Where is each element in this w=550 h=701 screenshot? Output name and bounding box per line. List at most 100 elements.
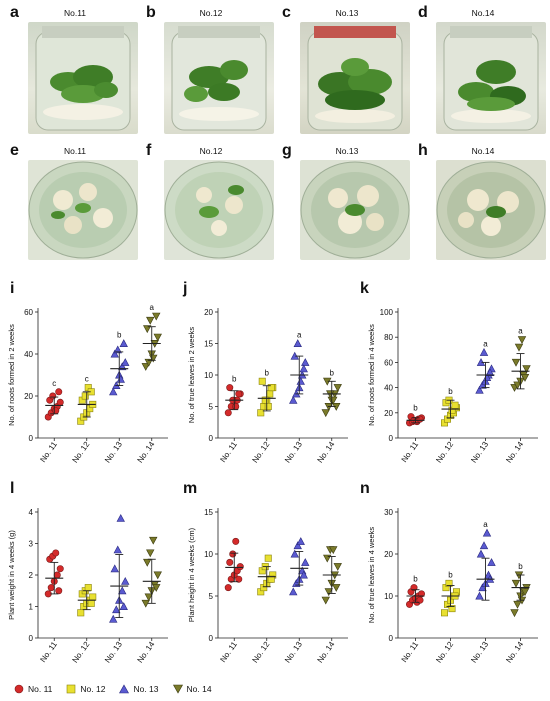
data-point bbox=[520, 374, 530, 382]
legend-item-no11: No. 11 bbox=[14, 684, 52, 694]
data-point bbox=[232, 537, 240, 545]
photo-caption-h: No.14 bbox=[471, 146, 495, 156]
chart-true-leaves-2-weeks: 0 5 10 15 20 No. of true leaves in 2 weeks No.… bbox=[187, 308, 348, 465]
data-point bbox=[146, 316, 155, 325]
x-tick-label: No. 11 bbox=[38, 640, 59, 664]
photo-caption-g: No.13 bbox=[335, 146, 359, 156]
y-axis-label: No. of true leaves in 2 weeks bbox=[187, 327, 196, 424]
data-point bbox=[113, 345, 122, 354]
circle-marker-icon bbox=[14, 684, 24, 694]
x-tick-label: No. 11 bbox=[218, 440, 239, 464]
data-point bbox=[224, 409, 232, 417]
data-point bbox=[56, 398, 64, 406]
panel-letter-g: g bbox=[282, 142, 292, 159]
y-axis-label: Plant weight in 4 weeks (g) bbox=[7, 530, 16, 620]
data-point bbox=[55, 587, 63, 595]
data-point bbox=[264, 403, 272, 411]
x-tick-label: No. 12 bbox=[70, 640, 91, 665]
significance-letter: b bbox=[232, 375, 237, 384]
y-tick-label: 20 bbox=[384, 550, 393, 559]
roots-image bbox=[164, 161, 274, 259]
significance-letter: b bbox=[448, 387, 453, 396]
data-point bbox=[296, 376, 305, 385]
data-point bbox=[441, 609, 449, 617]
x-tick-label: No. 13 bbox=[469, 440, 490, 465]
x-tick-label: No. 12 bbox=[434, 440, 455, 465]
panel-letter-d: d bbox=[418, 4, 428, 21]
y-tick-label: 15 bbox=[204, 340, 213, 349]
data-point bbox=[121, 576, 130, 585]
panel-letter-l: l bbox=[10, 480, 15, 497]
data-point bbox=[55, 388, 63, 396]
y-tick-label: 10 bbox=[204, 371, 213, 380]
y-tick-label: 60 bbox=[24, 308, 33, 317]
triangle-down-marker-icon bbox=[172, 684, 183, 694]
legend: No. 11 No. 12 No. 13 No. 14 bbox=[14, 682, 212, 696]
photo-roots-no14 bbox=[436, 160, 546, 260]
data-point bbox=[144, 593, 153, 602]
y-tick-label: 80 bbox=[384, 333, 393, 342]
data-point bbox=[144, 358, 153, 367]
y-tick-label: 0 bbox=[209, 634, 214, 643]
y-tick-label: 15 bbox=[204, 508, 213, 517]
data-point bbox=[235, 575, 243, 583]
y-tick-label: 4 bbox=[29, 508, 34, 517]
data-point bbox=[520, 588, 530, 597]
data-point bbox=[264, 554, 272, 562]
panel-letter-e: e bbox=[10, 142, 19, 159]
y-tick-label: 20 bbox=[384, 409, 393, 418]
data-point bbox=[118, 586, 127, 595]
chart-roots-2-weeks: 0 20 40 60 No. of roots formed in 2 weeks No.… bbox=[7, 303, 168, 464]
y-tick-label: 10 bbox=[384, 592, 393, 601]
square-marker-icon bbox=[67, 684, 76, 694]
data-point bbox=[296, 537, 305, 545]
x-tick-label: No. 12 bbox=[250, 640, 271, 665]
data-point bbox=[301, 558, 310, 566]
data-point bbox=[84, 584, 92, 592]
data-point bbox=[49, 392, 57, 400]
data-point bbox=[118, 362, 127, 371]
photo-roots-no11 bbox=[28, 160, 138, 260]
significance-letter: a bbox=[483, 339, 488, 348]
data-point bbox=[119, 602, 128, 610]
y-tick-label: 40 bbox=[24, 350, 33, 359]
data-point bbox=[301, 358, 310, 366]
data-point bbox=[410, 584, 418, 592]
data-point bbox=[333, 563, 342, 571]
data-point bbox=[513, 600, 522, 609]
data-point bbox=[56, 565, 64, 573]
data-point bbox=[119, 339, 128, 348]
y-tick-label: 0 bbox=[209, 434, 214, 443]
triangle-up-marker-icon bbox=[119, 684, 130, 694]
data-point bbox=[267, 575, 275, 583]
data-point bbox=[333, 384, 342, 392]
x-tick-label: No. 14 bbox=[504, 640, 525, 665]
data-point bbox=[289, 587, 298, 596]
chart-roots-4-weeks: 0 20 40 60 80 100 No. of roots formed in 4 wee… bbox=[367, 308, 538, 465]
data-point bbox=[226, 384, 234, 392]
data-point bbox=[232, 403, 240, 411]
y-tick-label: 3 bbox=[29, 540, 34, 549]
data-point bbox=[77, 609, 85, 617]
photo-caption-b: No.12 bbox=[199, 8, 223, 18]
data-point bbox=[141, 599, 150, 608]
panel-letter-f: f bbox=[146, 142, 152, 159]
significance-letter: c bbox=[85, 375, 89, 384]
data-point bbox=[47, 584, 55, 592]
data-point bbox=[299, 570, 308, 579]
panel-letter-i: i bbox=[10, 280, 15, 297]
data-point bbox=[487, 558, 496, 566]
x-tick-label: No. 14 bbox=[135, 640, 156, 665]
y-tick-label: 0 bbox=[389, 434, 394, 443]
data-point bbox=[229, 550, 237, 558]
x-tick-label: No. 12 bbox=[250, 440, 271, 465]
x-tick-label: No. 13 bbox=[103, 640, 124, 665]
x-tick-label: No. 13 bbox=[283, 640, 304, 665]
data-point bbox=[511, 358, 521, 367]
photo-caption-a: No.11 bbox=[63, 8, 87, 18]
y-axis-label: Plant height in 4 weeks (cm) bbox=[187, 527, 196, 622]
y-tick-label: 0 bbox=[29, 434, 34, 443]
jar-plant-image bbox=[443, 26, 539, 131]
roots-image bbox=[300, 161, 410, 259]
panel-letter-j: j bbox=[183, 280, 188, 297]
